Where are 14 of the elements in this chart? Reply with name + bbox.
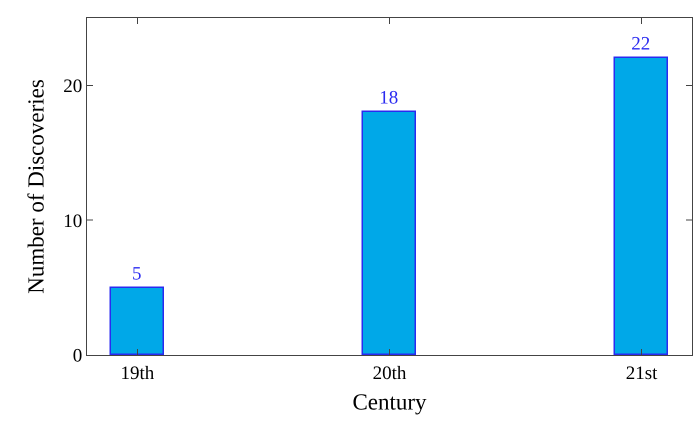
x-tick-label: 21st bbox=[626, 362, 658, 384]
y-tick-label: 0 bbox=[72, 346, 82, 367]
data-label: 18 bbox=[379, 87, 398, 108]
x-axis-title: Century bbox=[352, 389, 428, 414]
bar bbox=[362, 110, 416, 355]
bar bbox=[110, 286, 164, 355]
y-tick-label: 10 bbox=[63, 210, 82, 232]
bar bbox=[614, 56, 668, 355]
data-label: 22 bbox=[631, 33, 650, 54]
y-tick-label: 20 bbox=[63, 76, 82, 98]
y-axis-title: Number of Discoveries bbox=[24, 79, 49, 294]
x-tick-label: 19th bbox=[120, 362, 155, 384]
x-tick-label: 20th bbox=[372, 362, 407, 384]
data-label: 5 bbox=[132, 263, 142, 284]
